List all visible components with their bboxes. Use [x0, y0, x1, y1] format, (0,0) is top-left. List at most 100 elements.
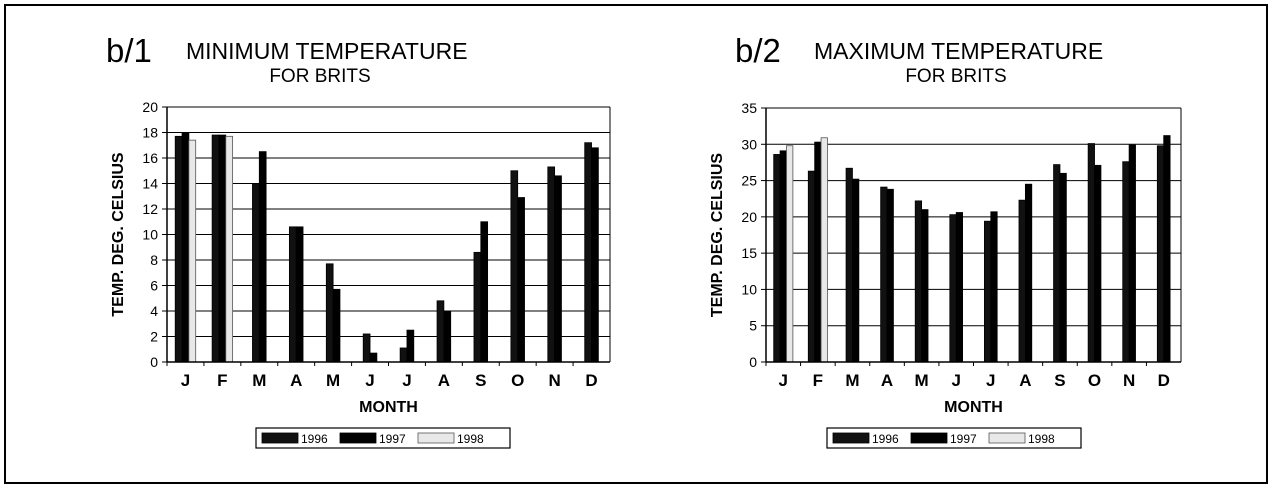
y-axis-title: TEMP. DEG. CELSIUS — [709, 153, 726, 318]
bar-1996-9 — [1087, 143, 1095, 363]
x-tick-label: O — [1088, 371, 1101, 390]
bar-1997-0 — [181, 132, 190, 363]
legend: 1996 1997 1998 — [255, 427, 511, 449]
y-tick-label: 2 — [150, 329, 158, 345]
bar-1996-7 — [1018, 199, 1026, 363]
x-tick-label: A — [438, 371, 450, 390]
bar-1997-5 — [955, 212, 964, 363]
bar-1996-5 — [362, 333, 371, 363]
x-tick-label: F — [217, 371, 227, 390]
y-tick-label: 4 — [150, 303, 158, 319]
bar-1996-4 — [914, 200, 923, 363]
x-axis-title: MONTH — [944, 399, 1003, 416]
y-tick-label: 6 — [150, 278, 158, 294]
x-tick-label: S — [1054, 371, 1065, 390]
chart-subtitle-left: FOR BRITS — [269, 66, 371, 87]
y-tick-label: 20 — [142, 99, 158, 115]
bar-1997-0 — [779, 150, 787, 363]
x-tick-label: A — [290, 371, 302, 390]
bar-1996-3 — [880, 186, 888, 363]
bar-1997-10 — [554, 175, 562, 363]
bar-1997-4 — [332, 288, 341, 363]
legend-swatch-1996 — [832, 432, 870, 444]
bar-1997-6 — [406, 329, 415, 363]
x-tick-label: J — [402, 371, 411, 390]
bar-1998-0 — [786, 145, 794, 363]
legend-swatch-1997 — [910, 432, 948, 444]
bar-1996-6 — [399, 347, 408, 363]
bar-1996-8 — [473, 251, 482, 363]
x-tick-label: D — [585, 371, 597, 390]
bar-1997-11 — [591, 147, 599, 363]
legend-label-1997: 1997 — [379, 432, 406, 446]
bar-1996-1 — [807, 170, 816, 363]
y-tick-label: 0 — [749, 354, 757, 370]
chart-title-right: MAXIMUM TEMPERATURE — [814, 38, 1104, 64]
legend-label-1997: 1997 — [950, 432, 977, 446]
bar-1996-11 — [1156, 145, 1165, 363]
y-tick-label: 14 — [142, 176, 158, 192]
bar-1997-1 — [814, 141, 822, 363]
bar-1996-2 — [252, 183, 260, 363]
bar-1997-2 — [852, 178, 860, 363]
bar-1997-8 — [480, 221, 489, 363]
x-tick-label: J — [779, 371, 788, 390]
y-tick-label: 12 — [142, 201, 158, 217]
x-tick-label: N — [548, 371, 560, 390]
legend-swatch-1998 — [988, 432, 1026, 444]
legend-swatch-1998 — [417, 432, 455, 444]
y-tick-label: 8 — [150, 252, 158, 268]
legend-label-1996: 1996 — [872, 432, 899, 446]
bar-1997-9 — [517, 197, 525, 363]
bar-1996-11 — [584, 142, 592, 363]
legend-label-1998: 1998 — [1028, 432, 1055, 446]
legend-swatch-1996 — [261, 432, 299, 444]
y-tick-label: 10 — [142, 227, 158, 243]
bar-1997-4 — [921, 209, 929, 363]
legend-label-1996: 1996 — [301, 432, 328, 446]
bar-1997-2 — [258, 151, 267, 363]
y-axis-title: TEMP. DEG. CELSIUS — [110, 152, 127, 317]
bar-1997-9 — [1094, 164, 1102, 363]
plot-area — [766, 108, 1181, 362]
bar-1996-0 — [773, 154, 781, 363]
x-tick-label: J — [365, 371, 374, 390]
bar-1997-7 — [443, 310, 452, 363]
y-tick-label: 18 — [142, 125, 158, 141]
bar-1997-8 — [1059, 172, 1067, 363]
panel-label-right: b/2 — [735, 32, 781, 69]
y-tick-label: 16 — [142, 150, 158, 166]
bar-1996-2 — [845, 167, 853, 363]
x-tick-label: M — [915, 371, 929, 390]
x-tick-label: O — [511, 371, 524, 390]
x-tick-label: A — [1019, 371, 1031, 390]
x-tick-label: J — [181, 371, 190, 390]
bar-1997-6 — [990, 211, 998, 363]
bar-1997-3 — [295, 226, 304, 363]
bar-1996-5 — [949, 214, 957, 363]
bar-1996-0 — [174, 135, 183, 363]
legend: 1996 1997 1998 — [826, 427, 1082, 449]
bar-1996-3 — [288, 226, 297, 363]
bar-1997-3 — [886, 188, 894, 363]
y-tick-label: 15 — [741, 245, 757, 261]
x-tick-label: J — [986, 371, 995, 390]
x-tick-label: N — [1123, 371, 1135, 390]
x-axis-title: MONTH — [359, 399, 418, 416]
chart-min-temperature: 0 2 4 6 8 10 12 14 16 18 20 J F M A M J J A S O N D MONTH TEMP. … — [110, 99, 611, 449]
x-tick-label: M — [326, 371, 340, 390]
y-tick-label: 35 — [741, 100, 757, 116]
bar-1996-7 — [436, 300, 445, 363]
x-tick-label: D — [1158, 371, 1170, 390]
x-tick-label: M — [252, 371, 266, 390]
y-tick-label: 10 — [741, 281, 757, 297]
y-tick-label: 0 — [150, 354, 158, 370]
x-tick-label: M — [845, 371, 859, 390]
legend-label-1998: 1998 — [457, 432, 484, 446]
bar-1996-1 — [211, 134, 220, 363]
bar-1997-5 — [369, 352, 378, 363]
bar-1997-7 — [1024, 183, 1033, 363]
panel-label-left: b/1 — [106, 32, 152, 69]
y-tick-label: 30 — [741, 136, 757, 152]
x-tick-label: S — [475, 371, 486, 390]
